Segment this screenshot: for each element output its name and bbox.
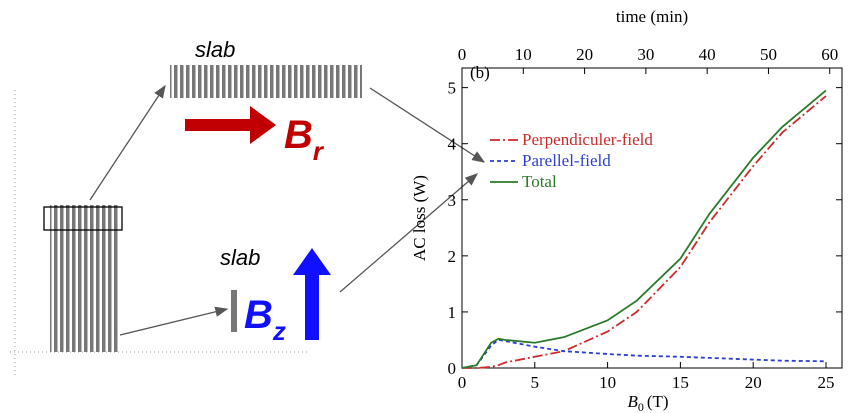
subscript: 0: [638, 400, 644, 413]
x2-tick-label: 10: [515, 45, 532, 64]
y-tick-label: 5: [448, 79, 457, 98]
br-label: Br: [284, 113, 325, 166]
x-tick-label: 20: [745, 373, 762, 392]
x-axis-label: B0 (T): [627, 392, 668, 413]
slab-label: slab: [195, 37, 235, 62]
y-tick-label: 4: [448, 135, 457, 154]
x2-tick-label: 0: [458, 45, 467, 64]
x-tick-label: 15: [672, 373, 689, 392]
symbol: B: [284, 113, 313, 157]
annotation: (b): [470, 63, 490, 82]
connector: [89, 84, 166, 201]
x2-tick-label: 50: [760, 45, 777, 64]
y-tick-label: 2: [448, 247, 457, 266]
x-tick-label: 10: [599, 373, 616, 392]
selection-box: [43, 206, 123, 231]
slab-vertical: [231, 290, 237, 332]
slab-horizontal: [170, 65, 362, 98]
symbol: B: [244, 293, 273, 337]
x2-tick-label: 30: [637, 45, 654, 64]
x2-tick-label: 40: [699, 45, 716, 64]
arrow-br: [185, 106, 276, 144]
subscript: z: [272, 316, 286, 346]
x-tick-label: 0: [458, 373, 467, 392]
arrow-bz: [293, 248, 331, 340]
symbol: B: [627, 392, 638, 411]
diagram: slab slab Br Bz: [10, 37, 486, 375]
x-tick-label: 25: [817, 373, 834, 392]
slab-label: slab: [220, 245, 260, 270]
legend-label: Perpendiculer-field: [522, 130, 653, 149]
x2-tick-label: 60: [821, 45, 838, 64]
y-axis-label: AC loss (W): [410, 175, 429, 261]
subscript: r: [313, 136, 325, 166]
line-series: [461, 339, 826, 369]
x2-axis-label: time (min): [616, 7, 688, 26]
unit: (T): [647, 392, 669, 411]
connector: [119, 306, 229, 336]
x-tick-label: 5: [531, 373, 540, 392]
stack: [50, 205, 118, 352]
bz-label: Bz: [244, 293, 286, 346]
chart: (b) time (min) AC loss (W) B0 (T) 0 5 10 15 2…: [410, 7, 843, 413]
y-tick-label: 1: [448, 303, 457, 322]
legend-label: Parellel-field: [522, 151, 611, 170]
line-series: [461, 89, 827, 369]
connector: [369, 87, 486, 163]
x2-tick-label: 20: [576, 45, 593, 64]
connector: [339, 173, 478, 293]
plot-frame: [461, 67, 843, 369]
legend-label: Total: [522, 172, 557, 191]
line-series: [462, 95, 827, 369]
y-tick-label: 0: [448, 359, 457, 378]
y-tick-label: 3: [448, 191, 457, 210]
